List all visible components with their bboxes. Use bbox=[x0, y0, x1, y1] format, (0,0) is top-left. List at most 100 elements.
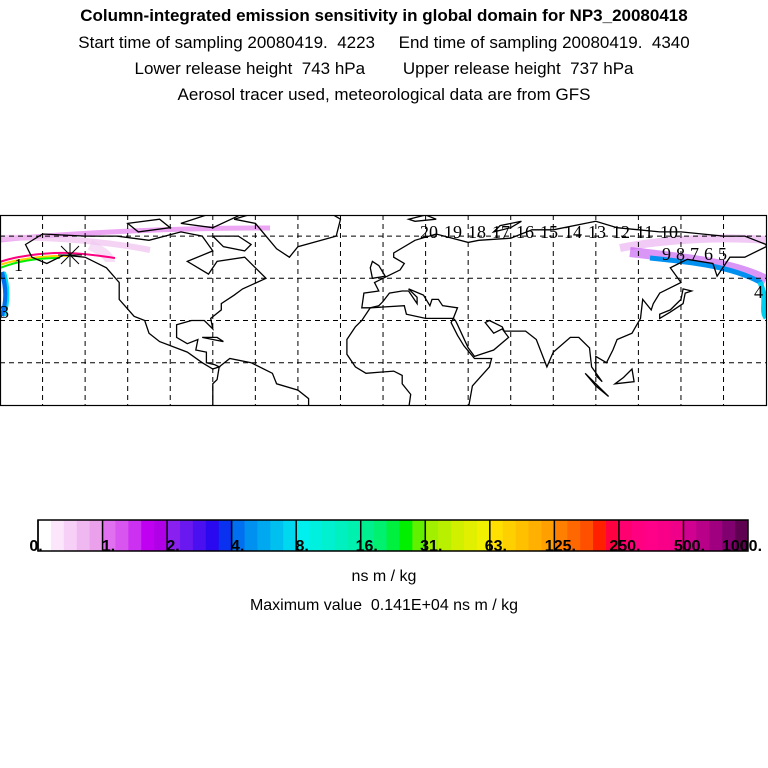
coastline bbox=[202, 336, 224, 343]
colorbar-swatch bbox=[192, 520, 207, 551]
colorbar-swatch bbox=[334, 520, 349, 551]
coastline bbox=[346, 305, 493, 405]
colorbar-swatch bbox=[167, 520, 181, 551]
trajectory-label: 17 bbox=[492, 222, 510, 242]
coastline bbox=[180, 215, 242, 229]
coastline bbox=[584, 372, 610, 398]
colorbar-swatch bbox=[476, 520, 491, 551]
colorbar-swatch bbox=[257, 520, 271, 551]
colorbar-swatch bbox=[231, 520, 246, 551]
colorbar-tick-label: 125. bbox=[544, 538, 576, 555]
colorbar-tick-label: 0. bbox=[29, 538, 43, 555]
trajectory-label: 3 bbox=[0, 302, 9, 322]
coastline bbox=[369, 260, 387, 280]
trajectory-label: 4 bbox=[754, 282, 763, 302]
colorbar-swatch bbox=[270, 520, 284, 551]
release-point-star-icon bbox=[58, 243, 82, 267]
colorbar-tick-label: 16. bbox=[355, 538, 378, 555]
trajectory-label: 14 bbox=[564, 222, 582, 242]
release-height-info: Lower release height 743 hPa Upper relea… bbox=[134, 59, 634, 78]
colorbar-tick-label: 63. bbox=[484, 538, 507, 555]
colorbar-swatch bbox=[63, 520, 78, 551]
colorbar-swatch bbox=[438, 520, 452, 551]
colorbar-swatch bbox=[528, 520, 542, 551]
colorbar-swatch bbox=[567, 520, 581, 551]
colorbar-swatch bbox=[696, 520, 710, 551]
coastline bbox=[233, 215, 342, 259]
colorbar-swatch bbox=[218, 520, 233, 551]
colorbar-swatch bbox=[541, 520, 555, 551]
trajectory-label: 16 bbox=[516, 222, 534, 242]
colorbar-swatch bbox=[515, 520, 530, 551]
trajectory-label: 20 bbox=[420, 222, 438, 242]
trajectory-label: 13 bbox=[588, 222, 606, 242]
colorbar-swatch bbox=[296, 520, 310, 551]
colorbar-swatch bbox=[205, 520, 220, 551]
colorbar bbox=[37, 519, 749, 552]
colorbar-swatch bbox=[322, 520, 336, 551]
colorbar-swatch bbox=[102, 520, 116, 551]
trajectory-label: 19 bbox=[444, 222, 462, 242]
plot-title: Column-integrated emission sensitivity i… bbox=[80, 6, 688, 25]
coastline bbox=[406, 215, 437, 222]
colorbar-swatch bbox=[89, 520, 104, 551]
trajectory-label: 9 bbox=[662, 244, 671, 264]
colorbar-unit: ns m / kg bbox=[351, 568, 417, 585]
colorbar-swatch bbox=[631, 520, 646, 551]
trajectory-label: 15 bbox=[540, 222, 558, 242]
colorbar-swatch bbox=[618, 520, 633, 551]
coastline bbox=[491, 220, 522, 234]
colorbar-swatch bbox=[373, 520, 388, 551]
trajectory-label: 18 bbox=[468, 222, 486, 242]
colorbar-swatch bbox=[722, 520, 736, 551]
colorbar-tick-label: 500. bbox=[673, 538, 706, 555]
colorbar-swatch bbox=[606, 520, 620, 551]
coastlines bbox=[24, 215, 766, 405]
colorbar-swatch bbox=[283, 520, 297, 551]
colorbar-tick-label: 2. bbox=[166, 538, 180, 555]
colorbar-swatch bbox=[502, 520, 517, 551]
colorbar-tick-label: 250. bbox=[609, 538, 641, 555]
tracer-info: Aerosol tracer used, meteorological data… bbox=[177, 85, 591, 104]
colorbar-swatch bbox=[464, 520, 478, 551]
colorbar-swatch bbox=[657, 520, 672, 551]
colorbar-swatch bbox=[683, 520, 697, 551]
coastline bbox=[612, 367, 635, 385]
colorbar-swatch bbox=[309, 520, 323, 551]
colorbar-frame bbox=[37, 519, 749, 552]
colorbar-swatch bbox=[154, 520, 168, 551]
coastline bbox=[24, 231, 268, 370]
coastline bbox=[361, 220, 766, 383]
trajectory-label: 11 bbox=[636, 222, 653, 242]
colorbar-tick-label: 1000. bbox=[721, 538, 763, 555]
colorbar-swatch bbox=[489, 520, 504, 551]
colorbar-swatch bbox=[593, 520, 607, 551]
trajectory-label: 1 bbox=[14, 255, 23, 275]
colorbar-swatch bbox=[141, 520, 155, 551]
colorbar-swatch bbox=[425, 520, 439, 551]
map-frame bbox=[0, 214, 768, 407]
colorbar-swatch bbox=[644, 520, 659, 551]
colorbar-tick-label: 4. bbox=[230, 538, 245, 555]
colorbar-swatch bbox=[76, 520, 91, 551]
trajectory-label: 5 bbox=[718, 244, 727, 264]
colorbar-swatch bbox=[347, 520, 362, 551]
colorbar-swatch bbox=[451, 520, 465, 551]
maximum-value: Maximum value 0.141E+04 ns m / kg bbox=[249, 597, 519, 614]
coastline bbox=[659, 288, 694, 320]
trajectory-label: 10 bbox=[660, 222, 678, 242]
colorbar-swatch bbox=[180, 520, 194, 551]
colorbar-swatch bbox=[580, 520, 594, 551]
colorbar-swatch bbox=[554, 520, 568, 551]
colorbar-swatch bbox=[360, 520, 375, 551]
colorbar-swatch bbox=[244, 520, 258, 551]
colorbar-swatch bbox=[735, 520, 749, 551]
colorbar-tick-label: 8. bbox=[295, 538, 309, 555]
colorbar-swatch bbox=[399, 520, 413, 551]
colorbar-swatch bbox=[412, 520, 426, 551]
sampling-time-info: Start time of sampling 20080419. 4223 En… bbox=[78, 33, 690, 52]
colorbar-tick-label: 31. bbox=[420, 538, 443, 555]
colorbar-swatch bbox=[670, 520, 684, 551]
